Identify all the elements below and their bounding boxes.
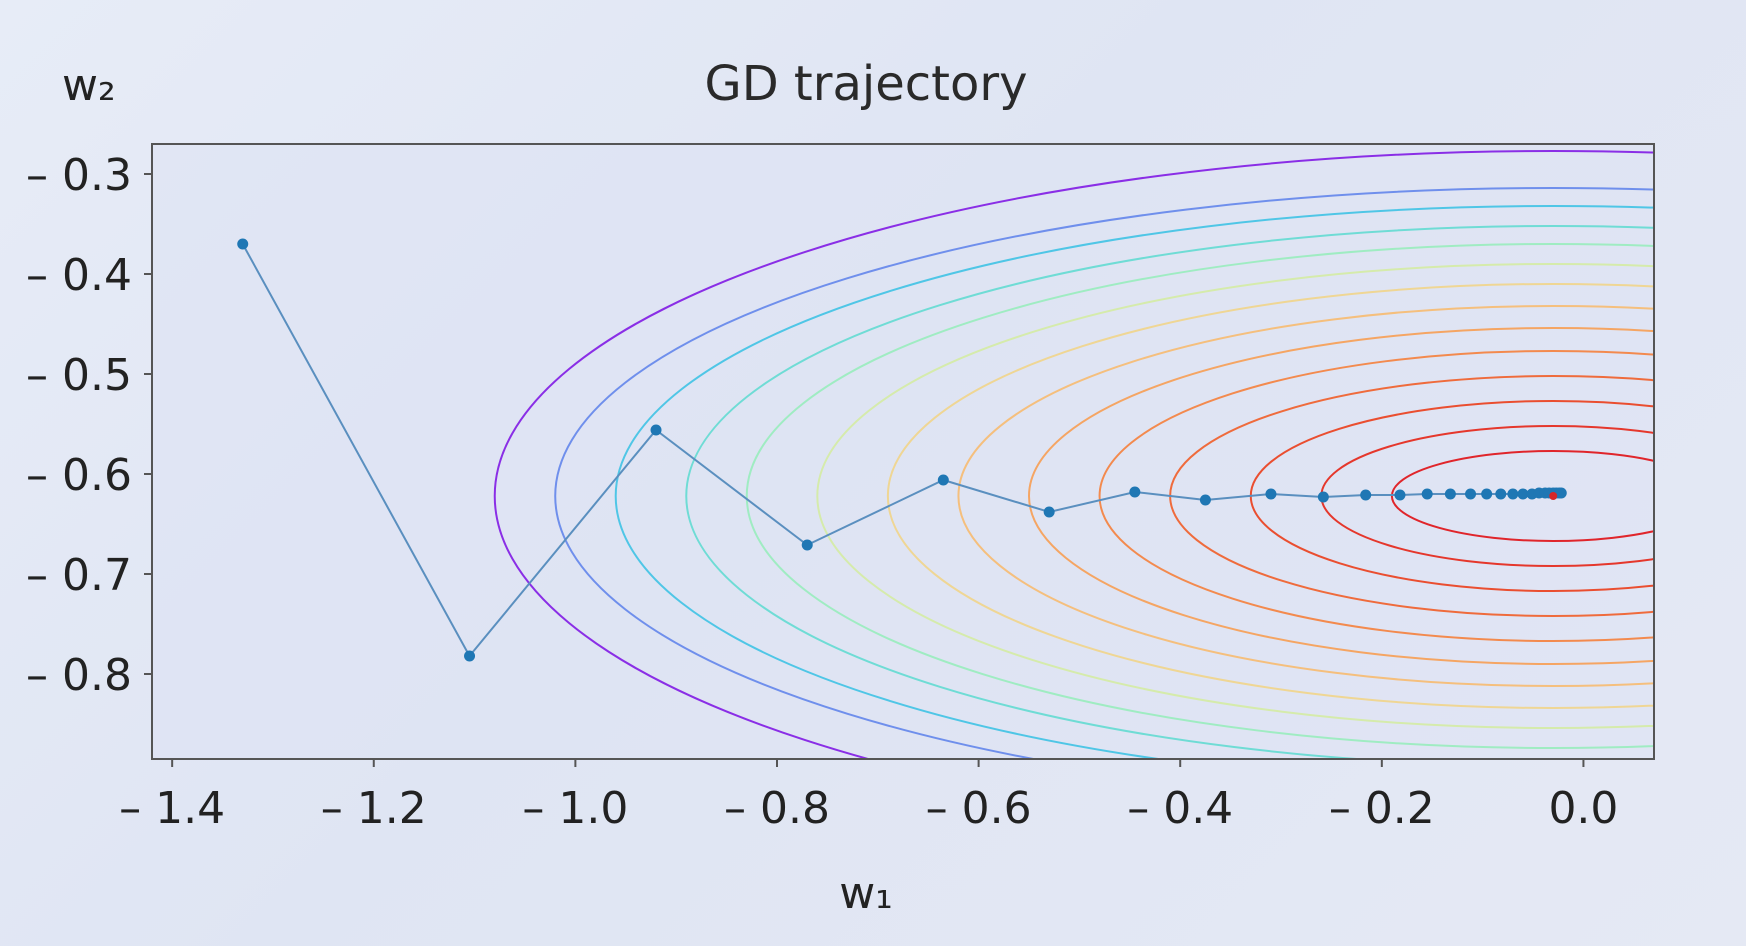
contour-line: [685, 225, 1654, 759]
trajectory-point: [650, 424, 662, 436]
plot-frame: [151, 143, 1655, 760]
x-axis: – 1.4 – 1.2 – 1.0 – 0.8 – 0.6 – 0.4 – 0.2 0.0: [119, 759, 1618, 834]
trajectory-point: [1555, 487, 1567, 499]
trajectory-point: [1421, 488, 1433, 500]
y-tick-label: – 0.3: [26, 150, 132, 201]
trajectory-point: [1444, 488, 1456, 500]
trajectory-point: [1265, 488, 1277, 500]
y-tick-label: – 0.5: [26, 350, 132, 401]
trajectory-point: [1317, 491, 1329, 503]
trajectory-point: [1043, 506, 1055, 518]
trajectory-point: [1199, 494, 1211, 506]
x-tick-label: – 0.6: [926, 783, 1032, 834]
gd-trajectory: [237, 238, 1567, 662]
trajectory-point: [1495, 488, 1507, 500]
minimum-marker: [1549, 492, 1558, 500]
contour-line: [494, 150, 1654, 759]
chart-title: GD trajectory: [705, 56, 1028, 112]
contour-line: [816, 263, 1654, 729]
trajectory-point: [1360, 489, 1372, 501]
contour-line: [887, 283, 1654, 709]
trajectory-point: [1481, 488, 1493, 500]
contour-line: [554, 187, 1654, 759]
trajectory-point: [464, 650, 476, 662]
trajectory-point: [1394, 489, 1406, 501]
contour-line: [745, 243, 1654, 749]
contour-line: [1028, 327, 1654, 665]
trajectory-point: [937, 474, 949, 486]
trajectory-point: [1517, 488, 1529, 500]
x-tick-label: – 1.4: [119, 783, 225, 834]
x-tick-label: – 0.8: [724, 783, 830, 834]
x-tick-label: – 0.2: [1329, 783, 1435, 834]
trajectory-point: [237, 238, 249, 250]
y-axis: – 0.3 – 0.4 – 0.5 – 0.6 – 0.7 – 0.8: [26, 150, 152, 701]
contour-line: [957, 305, 1654, 687]
contour-line: [614, 205, 1654, 759]
trajectory-point: [1507, 488, 1519, 500]
x-tick-label: – 0.4: [1127, 783, 1233, 834]
x-tick-label: – 1.2: [321, 783, 427, 834]
trajectory-point: [1465, 488, 1477, 500]
x-axis-label: w₁: [839, 868, 893, 919]
y-tick-label: – 0.4: [26, 250, 132, 301]
trajectory-point: [801, 539, 813, 551]
contour-line: [1098, 350, 1654, 642]
y-tick-label: – 0.8: [26, 650, 132, 701]
y-tick-label: – 0.6: [26, 450, 132, 501]
y-axis-label: w₂: [62, 60, 116, 111]
x-tick-label: 0.0: [1548, 783, 1618, 834]
y-tick-label: – 0.7: [26, 550, 132, 601]
trajectory-point: [1129, 486, 1141, 498]
x-tick-label: – 1.0: [522, 783, 628, 834]
